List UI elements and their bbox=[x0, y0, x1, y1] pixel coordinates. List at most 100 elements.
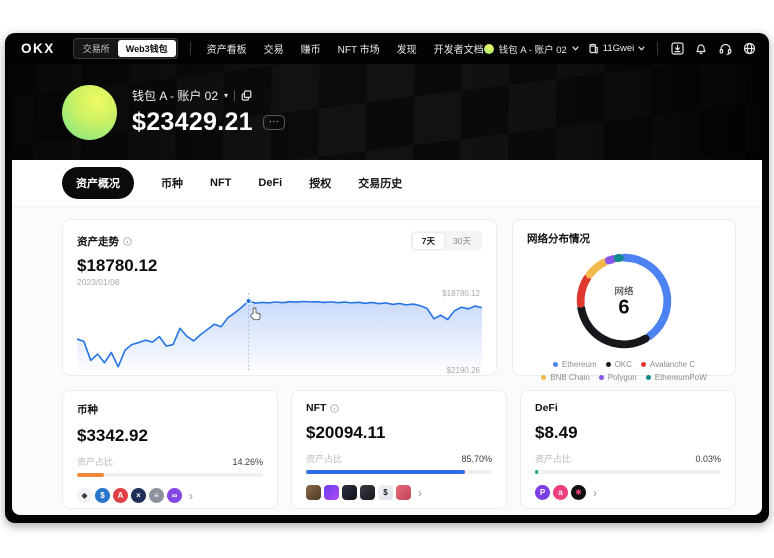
legend-item-okc[interactable]: OKC bbox=[605, 360, 632, 369]
legend-item-ethereum[interactable]: Ethereum bbox=[552, 360, 597, 369]
bell-icon bbox=[696, 44, 706, 55]
coins-progress-fill bbox=[77, 473, 104, 477]
defi-progress-fill bbox=[535, 470, 539, 474]
coins-ratio-percent: 14.26% bbox=[232, 456, 263, 467]
tab-nft[interactable]: NFT bbox=[210, 177, 232, 189]
tab-defi[interactable]: DeFi bbox=[258, 177, 283, 189]
range-7d-button[interactable]: 7天 bbox=[412, 233, 445, 249]
tab-coins[interactable]: 币种 bbox=[161, 178, 183, 190]
network-title: 网络分布情况 bbox=[527, 233, 590, 245]
nft-thumbnail[interactable] bbox=[360, 485, 375, 500]
globe-icon bbox=[743, 42, 755, 55]
headset-icon bbox=[719, 43, 732, 55]
navbar-right: 钱包 A - 账户 02 11Gwei bbox=[483, 42, 757, 56]
coins-ratio-label: 资产占比 bbox=[77, 457, 114, 467]
donut-center-value: 6 bbox=[618, 296, 630, 319]
legend-dot bbox=[541, 375, 547, 380]
more-actions-button[interactable]: ··· bbox=[262, 115, 285, 130]
nft-value: $20094.11 bbox=[306, 423, 386, 442]
account-avatar bbox=[483, 43, 494, 54]
token-icon[interactable]: ∞ bbox=[167, 488, 182, 503]
donut-segment-ethereum bbox=[576, 253, 672, 349]
legend-dot bbox=[552, 362, 558, 367]
chevron-down-icon bbox=[638, 46, 645, 51]
nav-item-dashboard[interactable]: 资产看板 bbox=[206, 45, 247, 56]
donut-svg bbox=[576, 253, 672, 349]
wallet-name[interactable]: 钱包 A - 账户 02 bbox=[132, 89, 219, 103]
token-icon[interactable]: ◆ bbox=[77, 488, 92, 503]
tab-history[interactable]: 交易历史 bbox=[358, 178, 403, 190]
nav-item-dev-docs[interactable]: 开发者文档 bbox=[433, 45, 484, 56]
nft-progress-track bbox=[306, 470, 492, 474]
legend-item-avalanche-c[interactable]: Avalanche C bbox=[640, 360, 696, 369]
token-icon[interactable]: a bbox=[553, 485, 568, 500]
range-30d-button[interactable]: 30天 bbox=[453, 236, 471, 246]
nav-item-trade[interactable]: 交易 bbox=[263, 45, 284, 56]
page-content: 钱包 A - 账户 02 ▾ $23429.21 ··· 资产概况 bbox=[12, 64, 762, 515]
nft-thumbnail[interactable] bbox=[324, 485, 339, 500]
nft-summary-card[interactable]: NFT $20094.11 资产占比 85.70% $ › bbox=[291, 390, 507, 509]
legend-item-polygon[interactable]: Polygon bbox=[598, 373, 637, 382]
defi-ratio-label: 资产占比 bbox=[535, 454, 572, 464]
product-toggle[interactable]: 交易所 Web3钱包 bbox=[72, 38, 178, 59]
download-app-button[interactable] bbox=[670, 42, 684, 56]
nav-item-nft-market[interactable]: NFT 市场 bbox=[337, 45, 380, 56]
gas-price-label: 11Gwei bbox=[602, 43, 635, 54]
token-icon[interactable]: P bbox=[535, 485, 550, 500]
chevron-down-icon bbox=[572, 46, 579, 51]
chevron-right-icon[interactable]: › bbox=[189, 488, 193, 503]
nav-item-discover[interactable]: 发现 bbox=[396, 45, 417, 56]
nav-item-earn[interactable]: 赚币 bbox=[300, 45, 321, 56]
coins-value: $3342.92 bbox=[77, 426, 148, 445]
token-icon[interactable]: ≡ bbox=[149, 488, 164, 503]
network-donut-chart[interactable]: 网络 6 bbox=[527, 249, 721, 353]
token-icon[interactable]: $ bbox=[95, 488, 110, 503]
token-icon[interactable]: ✱ bbox=[571, 485, 586, 500]
legend-label: Ethereum bbox=[561, 360, 597, 369]
gas-price-selector[interactable]: 11Gwei bbox=[589, 43, 646, 54]
toggle-exchange[interactable]: 交易所 bbox=[82, 44, 110, 54]
toggle-web3-wallet[interactable]: Web3钱包 bbox=[117, 40, 176, 57]
legend-label: Avalanche C bbox=[649, 360, 696, 369]
defi-value: $8.49 bbox=[535, 423, 578, 442]
info-icon[interactable] bbox=[123, 236, 132, 246]
chevron-right-icon[interactable]: › bbox=[418, 485, 422, 500]
notifications-button[interactable] bbox=[694, 42, 708, 56]
trend-chart[interactable]: $18780.12 $2190.26 bbox=[77, 289, 482, 375]
coins-token-icons: ◆ $ A × ≡ ∞ › bbox=[77, 488, 263, 503]
legend-label: Polygon bbox=[607, 373, 637, 382]
support-button[interactable] bbox=[718, 42, 732, 56]
nft-thumbnail[interactable] bbox=[396, 485, 411, 500]
legend-item-bnb-chain[interactable]: BNB Chain bbox=[541, 373, 590, 382]
gas-pump-icon bbox=[589, 43, 598, 54]
language-button[interactable] bbox=[742, 42, 756, 56]
account-selector[interactable]: 钱包 A - 账户 02 bbox=[483, 42, 579, 56]
hand-cursor-icon bbox=[250, 307, 261, 321]
nft-thumbnail[interactable] bbox=[306, 485, 321, 500]
network-legend: Ethereum OKC Avalanche C BNB Chain Polygon Et… bbox=[527, 360, 721, 382]
coins-progress-track bbox=[77, 473, 263, 477]
network-distribution-card: 网络分布情况 网络 6 Ethereum OKC Avalanche C BNB Ch… bbox=[512, 219, 736, 382]
tab-approvals[interactable]: 授权 bbox=[309, 178, 332, 190]
defi-progress-track bbox=[535, 470, 721, 474]
copy-address-icon[interactable] bbox=[241, 90, 252, 101]
donut-center-label: 网络 bbox=[614, 286, 634, 298]
token-icon[interactable]: × bbox=[131, 488, 146, 503]
donut-segment-okc bbox=[576, 253, 672, 349]
legend-label: BNB Chain bbox=[550, 373, 590, 382]
info-icon[interactable] bbox=[330, 403, 340, 413]
wallet-avatar[interactable] bbox=[62, 84, 117, 140]
coins-summary-card[interactable]: 币种 $3342.92 资产占比 14.26% ◆ $ A × ≡ ∞ › bbox=[62, 390, 278, 509]
asset-trend-card: 资产走势 7天 30天 $18780.12 2023/01/08 bbox=[62, 219, 497, 376]
range-toggle: 7天 30天 bbox=[410, 231, 482, 251]
donut-segment-ethereumpow bbox=[576, 253, 672, 349]
tab-asset-overview[interactable]: 资产概况 bbox=[62, 167, 134, 199]
legend-item-ethereumpow[interactable]: EthereumPoW bbox=[645, 373, 707, 382]
total-balance: $23429.21 bbox=[132, 108, 253, 136]
nft-thumbnail[interactable] bbox=[342, 485, 357, 500]
chevron-right-icon[interactable]: › bbox=[593, 485, 597, 500]
nft-thumbnail[interactable]: $ bbox=[378, 485, 393, 500]
token-icon[interactable]: A bbox=[113, 488, 128, 503]
wallet-caret-icon[interactable]: ▾ bbox=[224, 91, 229, 100]
